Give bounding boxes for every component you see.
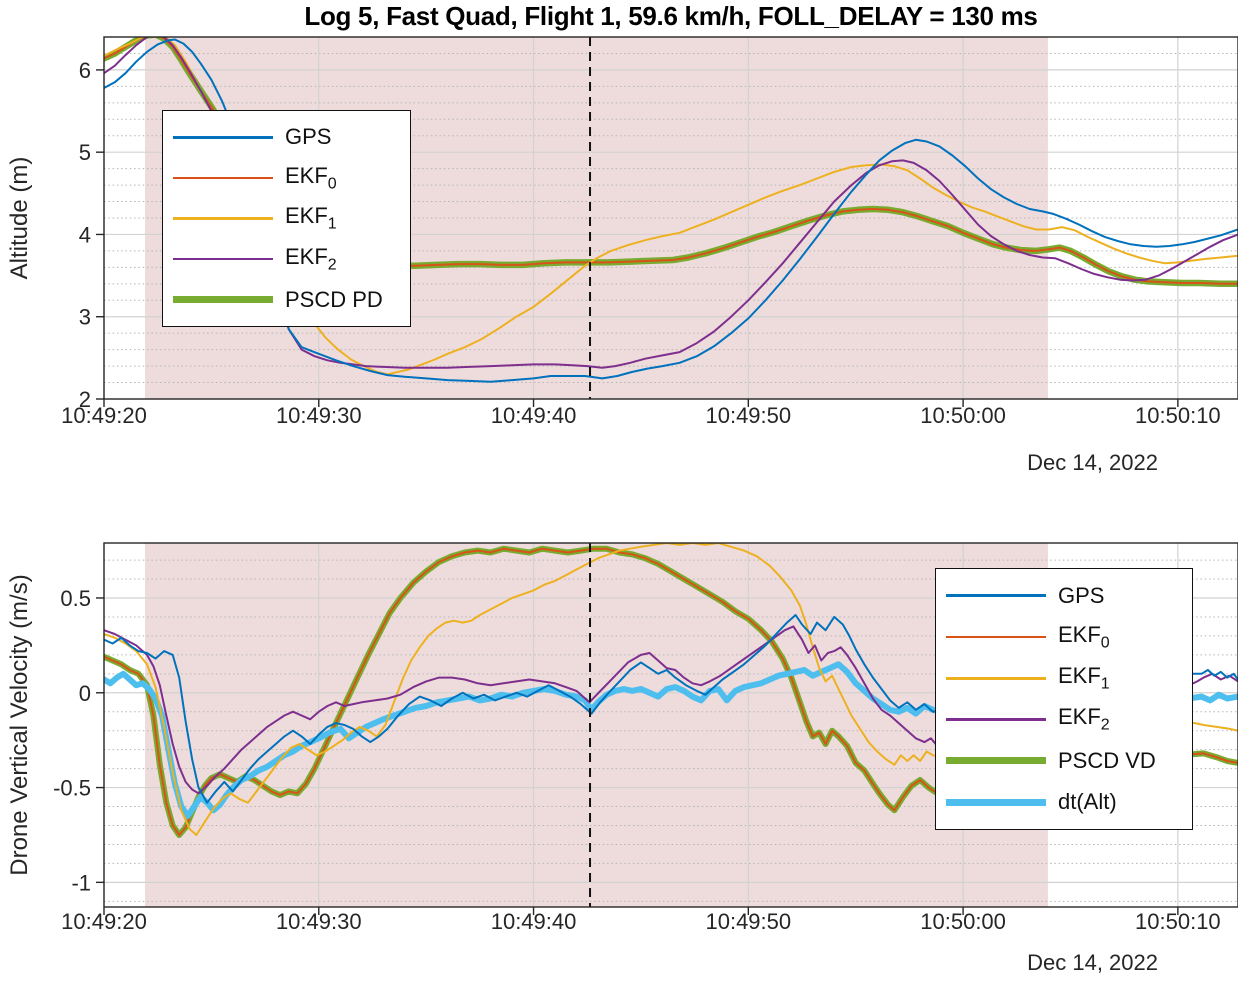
legend-line-sample bbox=[946, 718, 1046, 721]
legend-label: EKF0 bbox=[285, 162, 337, 193]
y-tick-label: 0 bbox=[79, 681, 91, 706]
y-tick-label: 5 bbox=[79, 140, 91, 165]
top-legend: GPS EKF0 EKF1 EKF2 PSCD PD bbox=[162, 110, 411, 327]
legend-line-sample bbox=[173, 136, 273, 139]
x-tick-label: 10:49:50 bbox=[705, 909, 791, 934]
y-tick-label: -1 bbox=[71, 870, 91, 895]
legend-line-sample bbox=[173, 257, 273, 261]
legend-label: dt(Alt) bbox=[1058, 789, 1117, 815]
date-label-bottom: Dec 14, 2022 bbox=[1027, 950, 1158, 975]
x-tick-label: 10:49:20 bbox=[61, 403, 147, 428]
y-tick-label: 4 bbox=[79, 222, 91, 247]
legend-entry-pscd-vd: PSCD VD bbox=[946, 746, 1192, 776]
legend-label: PSCD PD bbox=[285, 286, 383, 312]
bottom-y-axis-label: Drone Vertical Velocity (m/s) bbox=[6, 574, 33, 876]
legend-line-sample bbox=[946, 757, 1046, 765]
date-label-top: Dec 14, 2022 bbox=[1027, 450, 1158, 475]
y-tick-label: 6 bbox=[79, 58, 91, 83]
legend-label: EKF1 bbox=[285, 203, 337, 233]
figure-title: Log 5, Fast Quad, Flight 1, 59.6 km/h, F… bbox=[304, 1, 1038, 31]
axes-box bbox=[103, 542, 1238, 908]
legend-line-sample bbox=[946, 635, 1046, 639]
series-ekf1 bbox=[104, 543, 1238, 836]
series-gps bbox=[104, 614, 1238, 804]
legend-entry-ekf2: EKF2 bbox=[946, 704, 1192, 735]
legend-entry-gps: GPS bbox=[173, 122, 410, 152]
y-tick-label: -0.5 bbox=[53, 776, 91, 801]
legend-label: PSCD VD bbox=[1058, 747, 1156, 773]
legend-entry-gps: GPS bbox=[946, 581, 1192, 611]
x-tick-label: 10:49:40 bbox=[491, 403, 577, 428]
legend-label: EKF1 bbox=[1058, 663, 1110, 693]
legend-label: EKF0 bbox=[1058, 621, 1110, 652]
x-tick-label: 10:49:20 bbox=[61, 909, 147, 934]
series-ekf0 bbox=[104, 547, 1238, 836]
y-tick-label: 3 bbox=[79, 305, 91, 330]
legend-entry-pscd-pd: PSCD PD bbox=[173, 285, 410, 315]
legend-entry-ekf2: EKF2 bbox=[173, 244, 410, 274]
legend-label: EKF2 bbox=[285, 243, 337, 274]
x-tick-label: 10:50:00 bbox=[920, 909, 1006, 934]
bottom-plot: 10:49:20 10:49:30 10:49:40 10:49:50 10:50:00… bbox=[53, 542, 1238, 934]
legend-entry-ekf1: EKF1 bbox=[946, 663, 1192, 693]
series-dt-alt- bbox=[104, 661, 1238, 819]
legend-label: EKF2 bbox=[1058, 704, 1110, 734]
legend-line-sample bbox=[173, 296, 273, 304]
y-tick-label: 0.5 bbox=[60, 586, 91, 611]
legend-line-sample bbox=[173, 217, 273, 220]
top-y-axis-label: Altitude (m) bbox=[6, 156, 33, 280]
x-tick-label: 10:49:30 bbox=[276, 909, 362, 934]
x-tick-label: 10:50:10 bbox=[1135, 909, 1221, 934]
legend-entry-ekf0: EKF0 bbox=[173, 163, 410, 193]
x-tick-label: 10:49:50 bbox=[705, 403, 791, 428]
legend-entry-dt-alt-: dt(Alt) bbox=[946, 787, 1192, 817]
legend-line-sample bbox=[946, 798, 1046, 806]
y-tick-label: 2 bbox=[79, 387, 91, 412]
x-tick-label: 10:50:00 bbox=[920, 403, 1006, 428]
axes-box bbox=[103, 36, 1238, 400]
legend-line-sample bbox=[173, 176, 273, 180]
x-tick-label: 10:50:10 bbox=[1135, 403, 1221, 428]
legend-label: GPS bbox=[285, 124, 332, 150]
series-group bbox=[104, 543, 1238, 838]
x-tick-label: 10:49:40 bbox=[491, 909, 577, 934]
series-ekf2 bbox=[104, 625, 1238, 795]
legend-entry-ekf1: EKF1 bbox=[173, 203, 410, 233]
legend-label: GPS bbox=[1058, 582, 1105, 608]
bottom-legend: GPS EKF0 EKF1 EKF2 PSCD VD dt(Alt) bbox=[935, 568, 1193, 830]
legend-line-sample bbox=[946, 677, 1046, 680]
legend-entry-ekf0: EKF0 bbox=[946, 622, 1192, 652]
x-tick-label: 10:49:30 bbox=[276, 403, 362, 428]
shaded-region bbox=[145, 543, 1048, 907]
legend-line-sample bbox=[946, 594, 1046, 597]
